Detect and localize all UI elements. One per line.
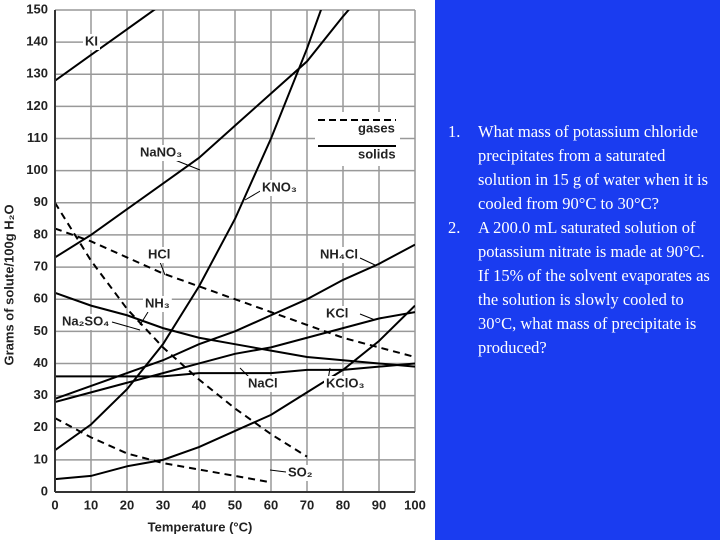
y-tick-label: 100	[26, 162, 48, 177]
y-tick-label: 50	[34, 323, 48, 338]
label-leader	[359, 257, 376, 266]
y-tick-label: 10	[34, 451, 48, 466]
label-leader	[111, 321, 141, 331]
lines	[55, 10, 415, 484]
legend-label: solids	[358, 146, 396, 161]
series-label: HCl	[148, 246, 170, 261]
y-tick-label: 40	[34, 355, 48, 370]
series-line	[55, 10, 156, 82]
label-leader	[244, 189, 263, 201]
chart: Temperature (°C) Grams of solute/100g H₂…	[1, 1, 426, 534]
y-axis-label: Grams of solute/100g H₂O	[1, 204, 16, 365]
label-bg	[146, 247, 173, 263]
x-axis-label: Temperature (°C)	[148, 519, 253, 534]
series-line	[55, 311, 415, 403]
series-label: SO₂	[288, 464, 313, 479]
series-line	[55, 362, 415, 378]
series-line	[55, 10, 322, 452]
x-tick-label: 50	[228, 497, 242, 512]
series-line	[55, 227, 415, 359]
x-tick-label: 70	[300, 497, 314, 512]
series-label: NaNO₃	[140, 144, 182, 159]
label-bg	[138, 145, 185, 161]
label-leader	[359, 313, 376, 321]
y-tick-label: 120	[26, 98, 48, 113]
y-tick-label: 70	[34, 259, 48, 274]
label-leader	[139, 311, 149, 326]
x-tick-label: 20	[120, 497, 134, 512]
label-bg	[60, 314, 112, 330]
series-line	[55, 417, 272, 484]
label-bg	[83, 34, 100, 50]
series-line	[55, 202, 308, 458]
label-bg	[318, 247, 360, 263]
y-tick-label: 20	[34, 419, 48, 434]
question: 1. What mass of potassium chloride precip…	[448, 120, 710, 216]
label-bg	[246, 376, 280, 392]
question-number: 2.	[448, 218, 461, 237]
series-label: NH₄Cl	[320, 246, 358, 261]
y-tick-label: 60	[34, 291, 48, 306]
question-text: A 200.0 mL saturated solution of potassi…	[478, 218, 710, 357]
x-tick-label: 10	[84, 497, 98, 512]
series-line	[55, 243, 415, 400]
x-tick-label: 90	[372, 497, 386, 512]
series-label: Na₂SO₄	[62, 313, 109, 328]
label-bg	[324, 376, 367, 392]
label-leader	[269, 469, 287, 473]
y-tick-label: 90	[34, 194, 48, 209]
text-panel	[435, 0, 720, 540]
question-number: 1.	[448, 122, 461, 141]
x-tick-label: 0	[51, 497, 58, 512]
question-text: What mass of potassium chloride precipit…	[478, 122, 709, 213]
series-line	[55, 304, 415, 481]
y-tick-label: 150	[26, 1, 48, 16]
y-tick-label: 80	[34, 226, 48, 241]
y-tick-label: 30	[34, 387, 48, 402]
series-label: KI	[85, 33, 98, 48]
series-line	[55, 10, 350, 259]
series-label: KCl	[326, 305, 348, 320]
x-tick-label: 100	[404, 497, 426, 512]
series-label: KClO₃	[326, 375, 365, 390]
y-tick-label: 0	[41, 483, 48, 498]
x-tick-label: 40	[192, 497, 206, 512]
y-tick-label: 130	[26, 66, 48, 81]
y-tick-label: 140	[26, 34, 48, 49]
label-bg	[143, 296, 172, 312]
label-bg	[260, 180, 299, 196]
x-tick-label: 80	[336, 497, 350, 512]
series-label: NH₃	[145, 295, 170, 310]
label-bg	[286, 465, 315, 481]
questions: 1. What mass of potassium chloride precip…	[448, 120, 710, 360]
y-tick-label: 110	[27, 130, 48, 145]
label-bg	[324, 306, 351, 322]
question: 2. A 200.0 mL saturated solution of pota…	[448, 216, 710, 360]
x-tick-label: 30	[156, 497, 170, 512]
series-label: KNO₃	[262, 179, 297, 194]
legend-label: gases	[358, 120, 395, 135]
grid	[54, 9, 416, 493]
label-leader	[174, 159, 201, 171]
series-label: NaCl	[248, 375, 278, 390]
x-tick-label: 60	[264, 497, 278, 512]
label-leader	[159, 261, 166, 276]
